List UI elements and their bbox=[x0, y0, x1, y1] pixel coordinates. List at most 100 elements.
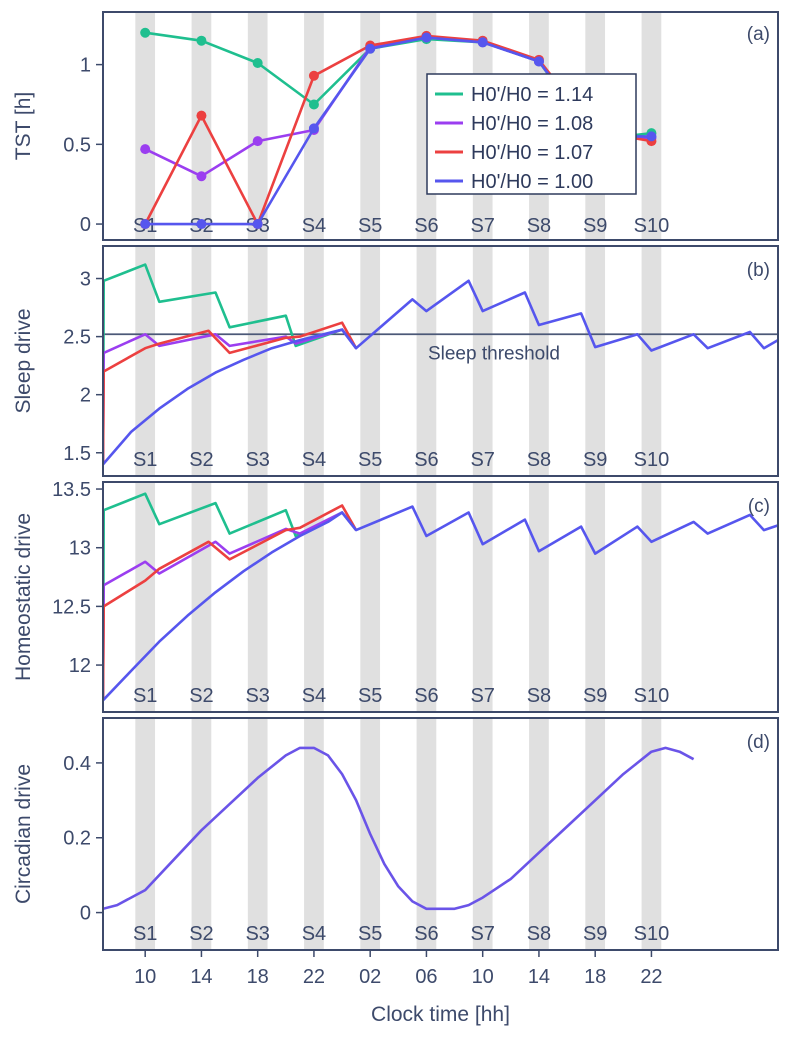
legend-entry-1: H0'/H0 = 1.08 bbox=[471, 113, 593, 135]
session-band-s3 bbox=[247, 718, 268, 950]
session-label-s5: S5 bbox=[358, 215, 382, 237]
y-axis-label: Circadian drive bbox=[12, 764, 35, 904]
session-label-s4: S4 bbox=[302, 923, 326, 945]
session-band-s10 bbox=[641, 12, 662, 240]
y-axis-label: Sleep drive bbox=[12, 308, 35, 413]
y-tick-label: 0.5 bbox=[63, 134, 91, 156]
session-label-s1: S1 bbox=[133, 685, 157, 707]
session-label-s8: S8 bbox=[527, 215, 551, 237]
panel-b-sleep-drive: S1 S2 S3 S4 S5 S6 S7 S8 S9 S10 1.5 2 2.5 3 Sleep drive… bbox=[12, 245, 779, 477]
series-line-3 bbox=[103, 279, 778, 466]
session-label-s2: S2 bbox=[189, 685, 213, 707]
panel-tag: (b) bbox=[747, 260, 770, 281]
x-tick-label: 18 bbox=[584, 966, 606, 988]
session-band-s3 bbox=[247, 12, 268, 240]
session-band-s4 bbox=[304, 482, 324, 712]
panel-frame bbox=[102, 11, 779, 241]
session-label-s7: S7 bbox=[470, 449, 494, 471]
session-label-s7: S7 bbox=[470, 685, 494, 707]
series-line-3 bbox=[103, 505, 778, 702]
data-point-s6 bbox=[421, 32, 432, 43]
series-line-2 bbox=[103, 504, 358, 701]
data-point-s8 bbox=[533, 56, 544, 67]
session-label-s9: S9 bbox=[583, 215, 607, 237]
panel-frame bbox=[102, 245, 779, 477]
y-tick-label: 13 bbox=[69, 538, 91, 560]
data-point-s1 bbox=[140, 219, 151, 230]
session-band-s1 bbox=[135, 482, 156, 712]
data-point-s5 bbox=[365, 43, 376, 54]
y-tick-label: 2 bbox=[80, 385, 91, 407]
x-tick-label: 02 bbox=[359, 966, 381, 988]
y-tick-label: 0 bbox=[80, 903, 91, 925]
y-axis-label: Homeostatic drive bbox=[12, 513, 35, 681]
panel-d-circadian-drive: S1 S2 S3 S4 S5 S6 S7 S8 S9 S10 0 0.2 0.4 Circadian dr… bbox=[12, 717, 779, 951]
series-line-0 bbox=[103, 746, 695, 911]
data-point-s3 bbox=[252, 58, 263, 69]
session-label-s2: S2 bbox=[189, 449, 213, 471]
data-point-s4 bbox=[308, 123, 319, 134]
x-axis-bottom: 10 14 18 22 02 06 10 14 18 22 Clock time [hh] bbox=[134, 950, 663, 1026]
session-label-s3: S3 bbox=[245, 685, 269, 707]
session-label-s8: S8 bbox=[527, 449, 551, 471]
data-point-s7 bbox=[477, 37, 488, 48]
session-band-s3 bbox=[247, 246, 268, 476]
session-band-s5 bbox=[360, 12, 381, 240]
sleep-threshold-label: Sleep threshold bbox=[428, 343, 560, 364]
series-group bbox=[103, 492, 778, 702]
panel-tag: (d) bbox=[747, 732, 770, 753]
legend-entry-2: H0'/H0 = 1.07 bbox=[471, 142, 593, 164]
session-label-s6: S6 bbox=[414, 215, 438, 237]
session-label-s8: S8 bbox=[527, 923, 551, 945]
session-label-s6: S6 bbox=[414, 923, 438, 945]
x-tick-label: 06 bbox=[415, 966, 437, 988]
session-label-s1: S1 bbox=[133, 449, 157, 471]
session-band-s1 bbox=[135, 246, 156, 476]
session-label-s1: S1 bbox=[133, 923, 157, 945]
panel-c-homeostatic-drive: S1 S2 S3 S4 S5 S6 S7 S8 S9 S10 12 12.5 13 13.5 Homeost… bbox=[12, 479, 779, 713]
session-band-s7 bbox=[472, 718, 493, 950]
data-point-s1 bbox=[140, 144, 151, 155]
session-band-s5 bbox=[360, 246, 381, 476]
session-label-s9: S9 bbox=[583, 449, 607, 471]
session-label-s9: S9 bbox=[583, 685, 607, 707]
session-label-s6: S6 bbox=[414, 685, 438, 707]
x-tick-label: 14 bbox=[190, 966, 212, 988]
session-label-s2: S2 bbox=[189, 923, 213, 945]
y-tick-label: 2.5 bbox=[63, 327, 91, 349]
session-label-s4: S4 bbox=[302, 449, 326, 471]
session-band-s2 bbox=[191, 246, 212, 476]
session-label-s10: S10 bbox=[634, 685, 670, 707]
x-axis-label: Clock time [hh] bbox=[371, 1003, 510, 1026]
data-point-s2 bbox=[196, 219, 207, 230]
y-tick-label: 3 bbox=[80, 269, 91, 291]
session-band-s5 bbox=[360, 482, 381, 712]
series-group bbox=[140, 27, 657, 230]
panel-tag: (a) bbox=[747, 24, 770, 45]
y-tick-label: 1 bbox=[80, 55, 91, 77]
y-tick-label: 1.5 bbox=[63, 443, 91, 465]
session-label-s6: S6 bbox=[414, 449, 438, 471]
y-tick-label: 0.4 bbox=[63, 753, 91, 775]
panel-tag: (c) bbox=[748, 496, 770, 517]
session-band-s2 bbox=[191, 718, 212, 950]
data-point-s2 bbox=[196, 110, 207, 121]
session-band-s7 bbox=[472, 482, 493, 712]
session-band-s1 bbox=[135, 12, 156, 240]
data-point-s2 bbox=[196, 35, 207, 46]
y-tick-label: 12 bbox=[69, 655, 91, 677]
y-tick-label: 13.5 bbox=[52, 479, 91, 501]
legend: H0'/H0 = 1.14 H0'/H0 = 1.08 H0'/H0 = 1.07 H… bbox=[426, 73, 637, 195]
data-point-s3 bbox=[252, 219, 263, 230]
session-label-s3: S3 bbox=[245, 923, 269, 945]
series-group bbox=[103, 746, 695, 911]
legend-entry-0: H0'/H0 = 1.14 bbox=[471, 84, 593, 106]
y-tick-label: 0 bbox=[80, 214, 91, 236]
session-label-s7: S7 bbox=[470, 215, 494, 237]
session-label-s9: S9 bbox=[583, 923, 607, 945]
session-label-s10: S10 bbox=[634, 215, 670, 237]
x-tick-label: 22 bbox=[303, 966, 325, 988]
session-band-s9 bbox=[585, 718, 606, 950]
